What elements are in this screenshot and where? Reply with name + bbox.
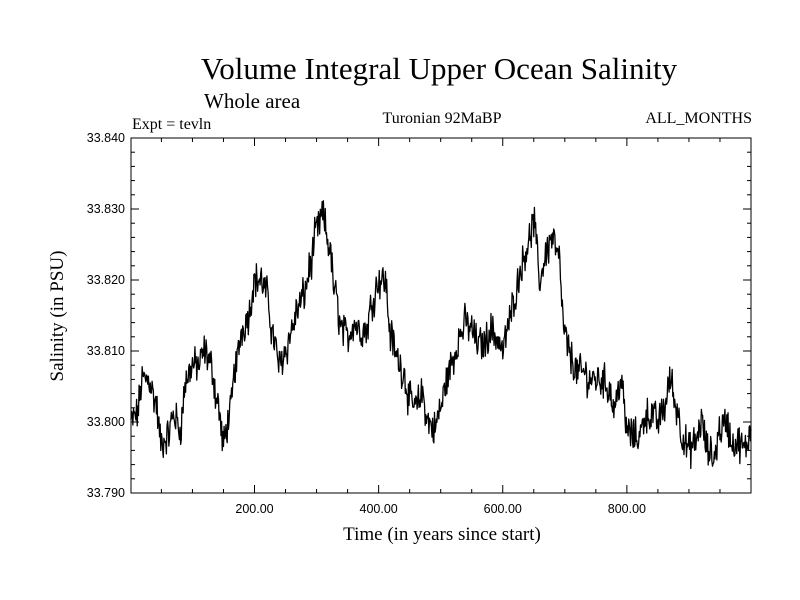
chart-subtitle: Whole area xyxy=(204,89,301,113)
minor-ticks xyxy=(131,138,751,493)
x-axis: 200.00 400.00 600.00 800.00 xyxy=(235,138,646,516)
y-axis: 33.790 33.800 33.810 33.820 33.830 33.840 xyxy=(87,131,751,500)
y-axis-label: Salinity (in PSU) xyxy=(47,251,68,382)
x-tick-label: 200.00 xyxy=(235,502,273,516)
y-tick-label: 33.790 xyxy=(87,486,125,500)
period-label: Turonian 92MaBP xyxy=(383,110,502,127)
y-tick-label: 33.840 xyxy=(87,131,125,145)
y-tick-label: 33.830 xyxy=(87,202,125,216)
y-tick-label: 33.820 xyxy=(87,273,125,287)
x-tick-label: 800.00 xyxy=(608,502,646,516)
chart-title: Volume Integral Upper Ocean Salinity xyxy=(201,51,678,86)
salinity-series-line xyxy=(130,200,752,470)
x-tick-label: 600.00 xyxy=(484,502,522,516)
x-tick-label: 400.00 xyxy=(360,502,398,516)
y-tick-label: 33.800 xyxy=(87,415,125,429)
experiment-label: Expt = tevln xyxy=(132,116,211,133)
y-tick-label: 33.810 xyxy=(87,344,125,358)
x-axis-label: Time (in years since start) xyxy=(343,524,541,545)
months-label: ALL_MONTHS xyxy=(645,110,752,127)
